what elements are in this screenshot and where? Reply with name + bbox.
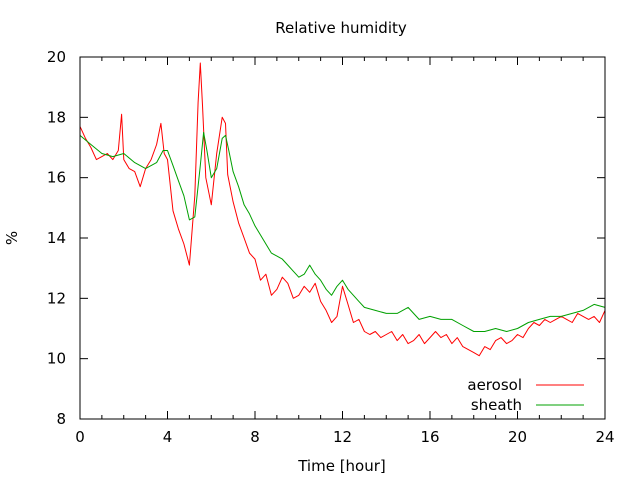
legend: aerosol sheath — [467, 376, 584, 414]
y-tick-label: 18 — [47, 108, 66, 126]
tick-layer: 0 4 8 12 16 20 24 8 10 12 14 16 18 20 — [47, 48, 615, 446]
legend-label: aerosol — [467, 376, 522, 394]
x-tick-label: 0 — [75, 428, 85, 446]
x-axis-label: Time [hour] — [297, 457, 386, 475]
x-tick-label: 16 — [420, 428, 439, 446]
series-line-sheath — [79, 131, 606, 332]
y-tick-label: 8 — [56, 410, 66, 428]
chart-title: Relative humidity — [275, 19, 407, 37]
y-axis-label: % — [3, 231, 21, 245]
series-layer — [79, 62, 606, 357]
series-line-aerosol — [79, 62, 606, 357]
plot-frame — [79, 56, 606, 420]
y-tick-label: 10 — [47, 350, 66, 368]
y-tick-label: 14 — [47, 229, 66, 247]
x-tick-label: 20 — [508, 428, 527, 446]
x-tick-label: 12 — [333, 428, 352, 446]
x-tick-label: 4 — [163, 428, 173, 446]
x-tick-label: 8 — [250, 428, 260, 446]
x-tick-label: 24 — [595, 428, 614, 446]
y-tick-label: 20 — [47, 48, 66, 66]
y-tick-label: 16 — [47, 169, 66, 187]
y-tick-label: 12 — [47, 289, 66, 307]
legend-label: sheath — [471, 396, 522, 414]
